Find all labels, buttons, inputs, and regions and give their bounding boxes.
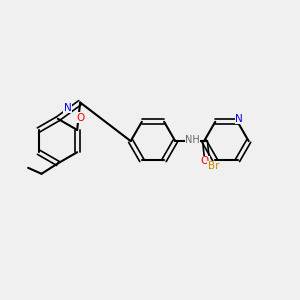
Text: Br: Br bbox=[208, 161, 220, 171]
Text: O: O bbox=[201, 156, 209, 166]
Text: N: N bbox=[64, 103, 71, 113]
Text: NH: NH bbox=[185, 135, 200, 145]
Text: N: N bbox=[235, 114, 243, 124]
Text: O: O bbox=[76, 113, 84, 123]
